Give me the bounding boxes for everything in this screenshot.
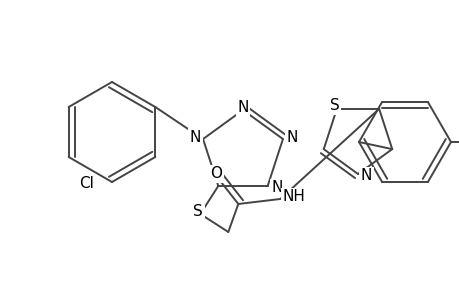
Text: S: S: [193, 205, 203, 220]
Text: N: N: [237, 100, 248, 115]
Text: S: S: [329, 98, 339, 113]
Text: N: N: [360, 169, 372, 184]
Text: N: N: [189, 130, 201, 145]
Text: O: O: [210, 167, 222, 182]
Text: NH: NH: [282, 190, 304, 205]
Text: N: N: [286, 130, 298, 145]
Text: Cl: Cl: [79, 176, 94, 191]
Text: N: N: [271, 181, 282, 196]
